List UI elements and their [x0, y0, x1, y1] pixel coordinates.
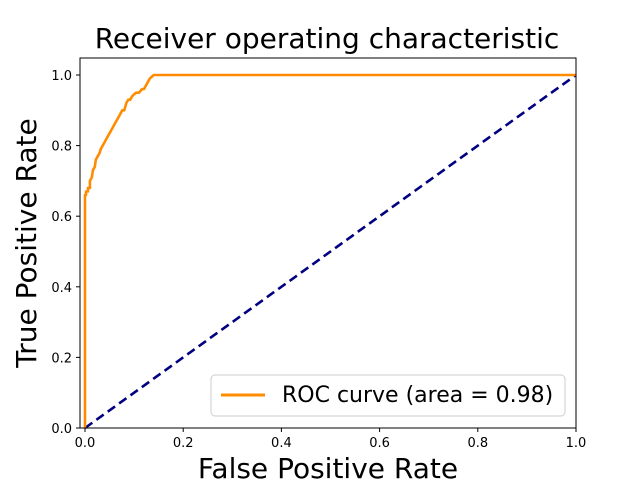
plot-frame	[79, 57, 577, 429]
roc-curve-line	[83, 73, 576, 428]
x-tick-label: 1.0	[566, 436, 587, 451]
y-axis-label: True Positive Rate	[10, 118, 43, 368]
x-tick-label: 0.0	[75, 436, 96, 451]
x-tick-label: 0.2	[173, 436, 194, 451]
plot-area	[80, 58, 576, 428]
y-axis-ticks: 0.0 0.2 0.4 0.6 0.8 1.0	[51, 69, 80, 437]
x-axis-label: False Positive Rate	[198, 452, 458, 480]
legend: ROC curve (area = 0.98)	[210, 374, 566, 417]
x-tick-label: 0.6	[369, 436, 390, 451]
legend-label-roc: ROC curve (area = 0.98)	[282, 383, 553, 408]
chart-title: Receiver operating characteristic	[95, 22, 560, 55]
y-tick-label: 0.6	[51, 210, 72, 225]
chance-diagonal-line	[84, 73, 577, 430]
y-tick-label: 0.8	[51, 140, 72, 155]
y-tick-label: 1.0	[51, 69, 72, 84]
legend-box	[210, 374, 566, 417]
x-tick-label: 0.4	[271, 436, 292, 451]
y-tick-label: 0.2	[51, 351, 72, 366]
x-axis-ticks: 0.0 0.2 0.4 0.6 0.8 1.0	[75, 428, 587, 451]
x-tick-label: 0.8	[467, 436, 488, 451]
y-tick-label: 0.0	[51, 422, 72, 437]
series-layer	[83, 73, 577, 430]
y-tick-label: 0.4	[51, 281, 72, 296]
